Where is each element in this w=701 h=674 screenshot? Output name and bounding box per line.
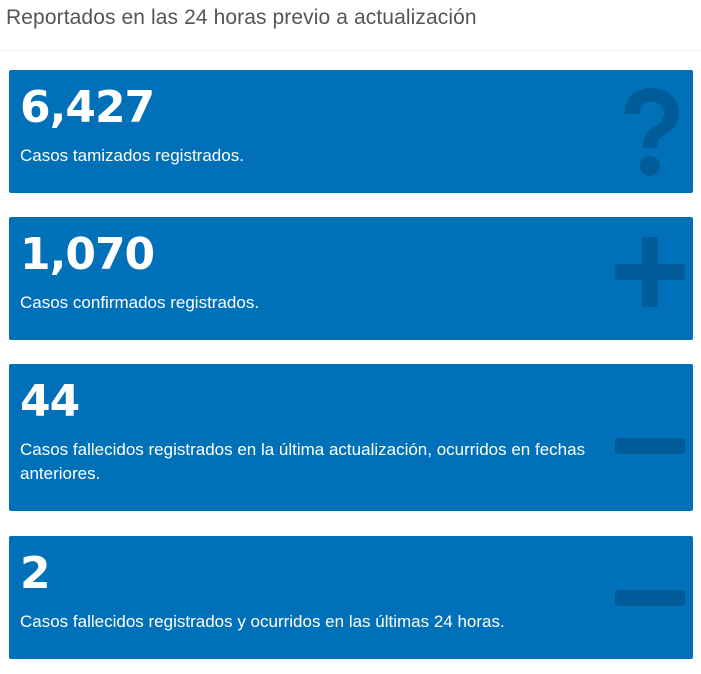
plus-icon	[613, 229, 687, 329]
deaths-previous-label: Casos fallecidos registrados en la últim…	[20, 440, 586, 483]
confirmed-count: 1,070	[20, 229, 155, 280]
stat-card-confirmed: 1,070 Casos confirmados registrados.	[9, 217, 693, 340]
question-icon	[613, 82, 687, 182]
stat-card-screened: 6,427 Casos tamizados registrados.	[9, 70, 693, 193]
screened-label: Casos tamizados registrados.	[20, 146, 244, 165]
stat-card-deaths-24h: 2 Casos fallecidos registrados y ocurrid…	[9, 536, 693, 659]
minus-icon	[613, 376, 687, 476]
page-title: Reportados en las 24 horas previo a actu…	[6, 6, 477, 29]
deaths-24h-count: 2	[20, 548, 51, 599]
header-divider	[0, 50, 701, 51]
minus-icon	[613, 548, 687, 648]
deaths-24h-label: Casos fallecidos registrados y ocurridos…	[20, 612, 505, 631]
confirmed-label: Casos confirmados registrados.	[20, 293, 260, 312]
deaths-previous-count: 44	[20, 376, 80, 427]
stat-card-deaths-previous: 44 Casos fallecidos registrados en la úl…	[9, 364, 693, 511]
screened-count: 6,427	[20, 82, 155, 133]
